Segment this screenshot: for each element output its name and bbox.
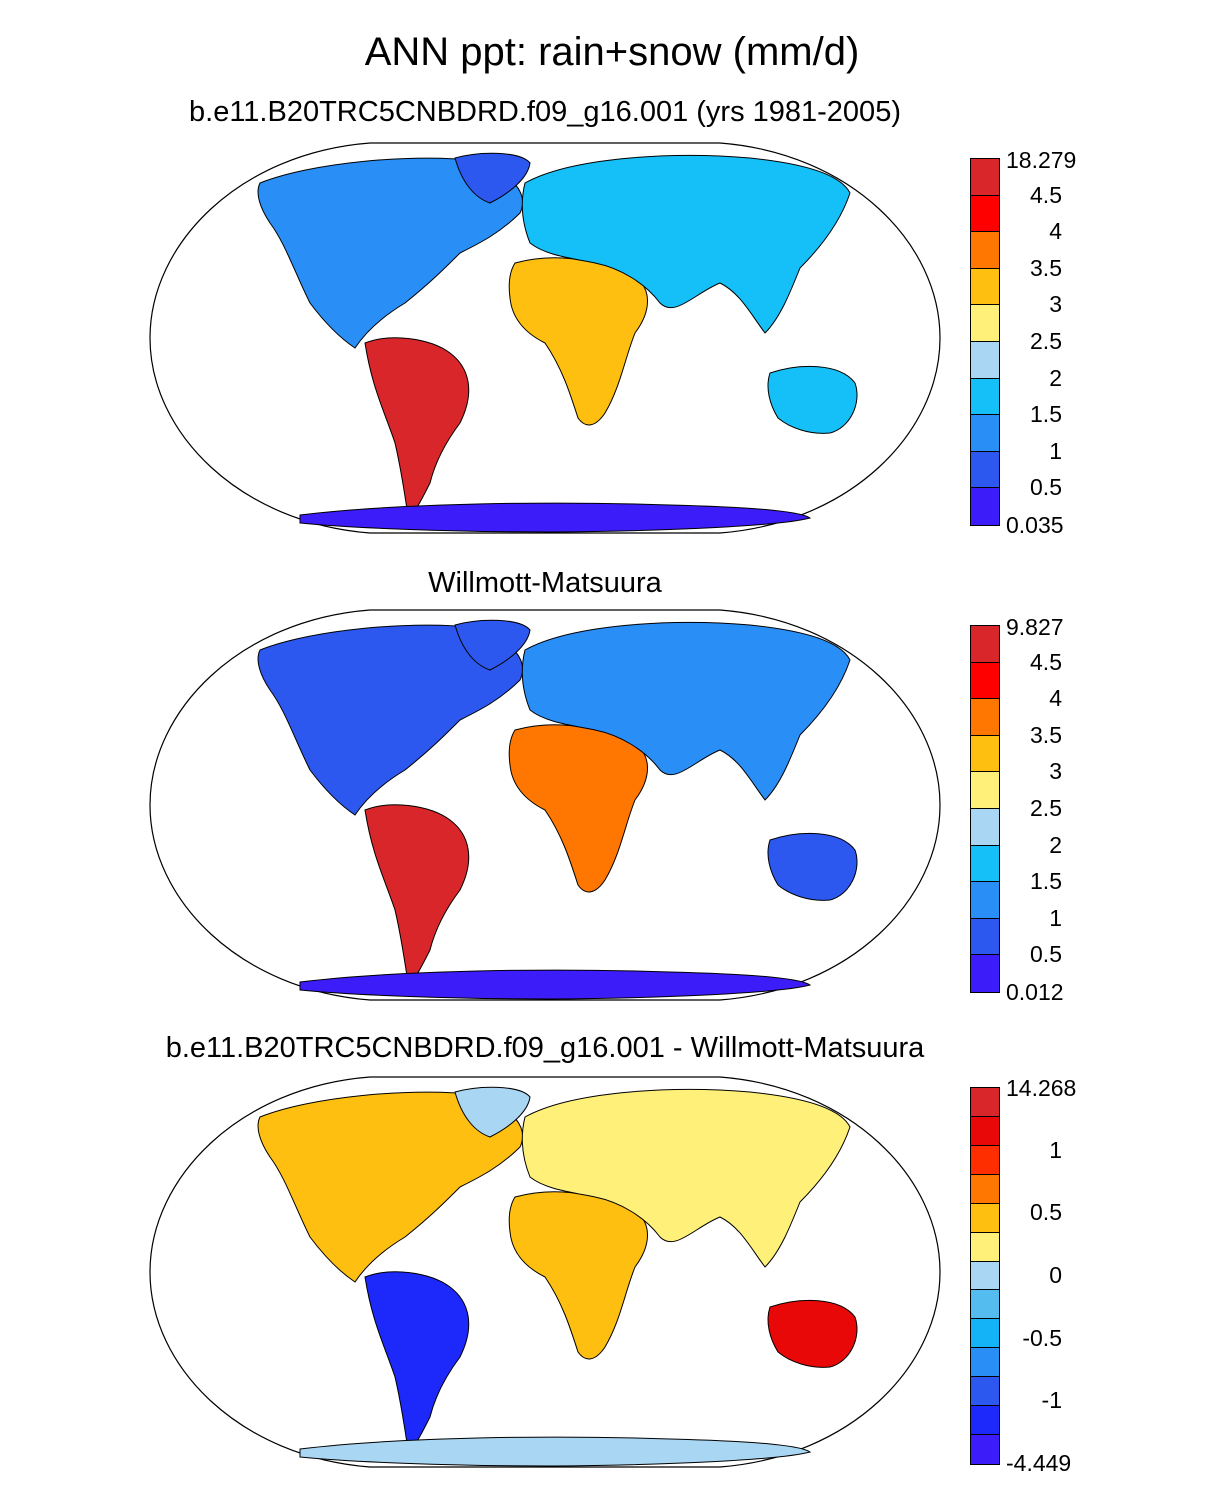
colorbar-level-label: 1.5 [1030, 401, 1062, 428]
colorbar-level-label: 3 [1049, 291, 1062, 318]
colorbar-level-label: 2.5 [1030, 328, 1062, 354]
panel-2-map [149, 609, 941, 1001]
colorbar-level-label: -1 [1041, 1387, 1062, 1414]
colorbar-level-label: 0.5 [1030, 1199, 1062, 1226]
greenland-region [454, 619, 531, 671]
panel-2-colorbar [970, 625, 1000, 993]
australia-region [767, 365, 858, 434]
colorbar-swatch [970, 231, 1000, 269]
colorbar-swatch [970, 414, 1000, 452]
panel-1-map [149, 142, 941, 534]
south-america-region [364, 1271, 470, 1450]
panel-1-colorbar-max-label: 18.279 [1006, 147, 1077, 173]
colorbar-level-label: 3.5 [1030, 721, 1062, 748]
colorbar-level-label: 2 [1049, 364, 1062, 391]
colorbar-level-label: 2.5 [1030, 795, 1062, 821]
eurasia-region [521, 621, 851, 801]
panel-1-title: b.e11.B20TRC5CNBDRD.f09_g16.001 (yrs 198… [189, 96, 901, 128]
panel-2-title: Willmott-Matsuura [428, 567, 662, 599]
eurasia-region [521, 154, 851, 334]
colorbar-frame [970, 1087, 1000, 1465]
colorbar-level-label: 0.5 [1030, 474, 1062, 501]
antarctica-region [299, 969, 812, 1000]
colorbar-level-label: 4 [1049, 685, 1062, 712]
greenland-region [454, 152, 531, 204]
colorbar-level-label: 1 [1049, 904, 1062, 931]
panel-1-colorbar [970, 158, 1000, 526]
colorbar-level-label: -0.5 [1022, 1324, 1062, 1351]
panel-1-colorbar-min-label: 0.035 [1006, 512, 1064, 538]
colorbar-level-label: 2 [1049, 831, 1062, 858]
colorbar-swatch [970, 450, 1000, 489]
greenland-region [454, 1086, 531, 1138]
figure-title: ANN ppt: rain+snow (mm/d) [364, 30, 860, 74]
colorbar-swatch [970, 881, 1000, 919]
panel-2-colorbar-max-label: 9.827 [1006, 614, 1064, 640]
australia-region [767, 832, 858, 901]
panel-3-map [149, 1076, 941, 1468]
colorbar-level-label: 0 [1049, 1262, 1062, 1288]
colorbar-level-label: 3.5 [1030, 254, 1062, 281]
australia-region [767, 1299, 858, 1368]
colorbar-swatch [970, 1289, 1000, 1320]
colorbar-level-label: 4 [1049, 218, 1062, 245]
colorbar-level-label: 4.5 [1030, 181, 1062, 208]
eurasia-region [521, 1088, 851, 1268]
colorbar-swatch [970, 194, 1000, 233]
colorbar-level-label: 4.5 [1030, 648, 1062, 675]
colorbar-level-label: 0.5 [1030, 941, 1062, 968]
panel-3-colorbar-max-label: 14.268 [1006, 1075, 1077, 1101]
panel-3-colorbar-min-label: -4.449 [1006, 1450, 1072, 1476]
south-america-region [364, 337, 470, 516]
colorbar-frame [970, 158, 1000, 526]
south-america-region [364, 804, 470, 983]
colorbar-level-label: 3 [1049, 758, 1062, 785]
antarctica-region [299, 1436, 812, 1467]
colorbar-level-label: 1 [1049, 437, 1062, 464]
colorbar-frame [970, 625, 1000, 993]
panel-3-colorbar [970, 1087, 1000, 1465]
antarctica-region [299, 502, 812, 533]
colorbar-level-label: 1 [1049, 1136, 1062, 1163]
colorbar-level-label: 1.5 [1030, 868, 1062, 895]
panel-3-title: b.e11.B20TRC5CNBDRD.f09_g16.001 - Willmo… [165, 1032, 925, 1064]
panel-2-colorbar-min-label: 0.012 [1006, 979, 1064, 1005]
